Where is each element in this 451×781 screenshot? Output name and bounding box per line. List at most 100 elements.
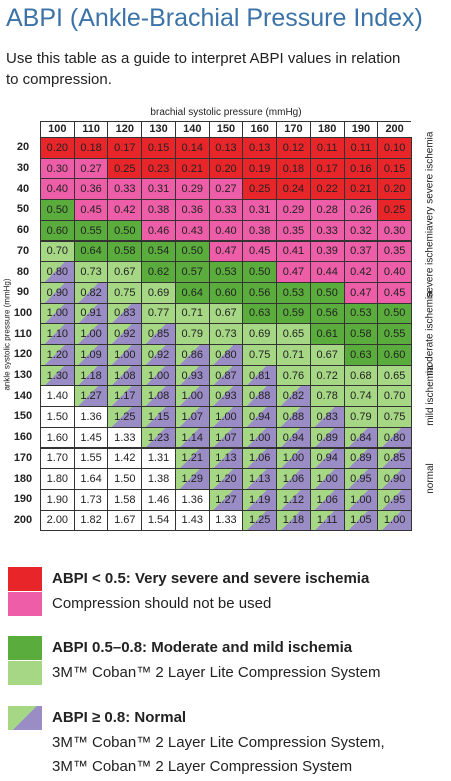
zone-label: severe ischemia [413,220,447,303]
legend-swatch [8,706,42,730]
abpi-cell: 0.90 [377,468,412,490]
abpi-cell: 0.11 [343,137,379,159]
abpi-cell: 0.35 [276,219,311,242]
column-header: 170 [276,121,310,137]
zone-text: mild ischemia [424,365,436,427]
abpi-cell: 0.22 [309,178,345,201]
abpi-cell: 0.47 [276,261,311,283]
abpi-cell: 0.71 [276,344,311,366]
column-header: 150 [208,121,243,137]
abpi-cell: 0.94 [276,426,311,449]
abpi-cell: 0.13 [208,137,244,159]
abpi-cell: 1.00 [208,406,244,428]
abpi-cell: 0.57 [174,261,210,283]
row-label: 190 [13,493,33,506]
abpi-cell: 0.27 [73,157,109,180]
row-label: 170 [13,451,33,464]
column-header: 200 [377,121,411,137]
column-header: 100 [40,121,74,137]
abpi-cell: 0.17 [309,157,345,180]
abpi-cell: 0.67 [309,344,345,366]
abpi-cell: 0.70 [377,385,412,408]
abpi-cell: 0.24 [276,178,311,201]
abpi-cell: 1.06 [242,447,278,470]
abpi-cell: 0.88 [242,385,278,408]
abpi-cell: 1.54 [141,509,176,532]
abpi-cell: 0.50 [377,302,412,325]
abpi-cell: 0.40 [208,219,244,242]
row-label: 120 [13,348,33,361]
legend-text: Compression should not be used [52,594,272,612]
abpi-cell: 0.15 [141,137,176,159]
abpi-cell: 0.60 [40,219,75,242]
abpi-cell: 1.82 [73,509,109,532]
abpi-cell: 0.95 [377,488,412,511]
column-header: 180 [309,121,344,137]
abpi-cell: 0.82 [73,281,109,304]
abpi-cell: 1.07 [208,426,244,449]
abpi-cell: 0.33 [208,199,244,221]
abpi-cell: 0.80 [377,426,412,449]
abpi-cell: 0.25 [377,199,412,221]
abpi-cell: 0.90 [40,281,75,304]
abpi-cell: 0.73 [73,261,109,283]
row-label: 40 [16,182,30,195]
abpi-cell: 0.39 [309,240,345,263]
abpi-cell: 0.74 [343,385,379,408]
abpi-cell: 0.42 [107,199,143,221]
abpi-cell: 1.43 [174,509,210,532]
zone-text: normal [424,463,436,494]
row-label: 110 [14,327,32,340]
abpi-cell: 0.12 [276,137,311,159]
abpi-cell: 0.33 [309,219,345,242]
row-label: 100 [13,306,33,319]
abpi-cell: 0.80 [40,261,75,283]
abpi-cell: 1.27 [73,385,109,408]
abpi-cell: 0.55 [73,219,109,242]
abpi-cell: 1.55 [73,447,109,470]
abpi-cell: 1.09 [73,344,109,366]
legend-swatch [8,660,42,685]
abpi-cell: 1.06 [309,488,345,511]
abpi-cell: 1.33 [107,426,143,449]
abpi-cell: 1.46 [141,488,176,511]
column-header: 190 [343,121,378,137]
abpi-cell: 0.55 [377,323,412,345]
abpi-cell: 0.56 [309,302,345,325]
abpi-cell: 1.13 [208,447,244,470]
abpi-cell: 0.64 [174,281,210,304]
abpi-cell: 0.31 [242,199,278,221]
abpi-cell: 1.67 [107,509,143,532]
abpi-cell: 1.42 [107,447,143,470]
abpi-cell: 1.20 [40,344,75,366]
abpi-cell: 0.94 [242,406,278,428]
row-label: 140 [13,389,33,402]
abpi-cell: 0.77 [141,302,176,325]
abpi-cell: 0.69 [141,281,176,304]
abpi-cell: 1.08 [141,385,176,408]
abpi-cell: 1.23 [141,426,176,449]
abpi-cell: 0.93 [174,364,210,387]
column-header: 130 [141,121,175,137]
title: ABPI (Ankle-Brachial Pressure Index) [6,4,423,32]
abpi-cell: 1.15 [141,406,176,428]
abpi-cell: 0.25 [107,157,143,180]
row-label: 180 [13,472,33,485]
abpi-cell: 0.75 [377,406,412,428]
abpi-cell: 0.45 [73,199,109,221]
abpi-cell: 0.33 [107,178,143,201]
abpi-cell: 1.36 [73,406,109,428]
row-label: 160 [13,431,33,444]
abpi-cell: 0.41 [276,240,311,263]
abpi-cell: 1.64 [73,468,109,490]
abpi-cell: 0.50 [107,219,143,242]
abpi-cell: 1.70 [40,447,75,470]
abpi-cell: 0.64 [73,240,109,263]
abpi-cell: 0.47 [208,240,244,263]
abpi-cell: 1.80 [40,468,75,490]
abpi-cell: 0.50 [174,240,210,263]
abpi-cell: 0.54 [141,240,176,263]
abpi-cell: 1.73 [73,488,109,511]
abpi-cell: 0.38 [141,199,176,221]
abpi-cell: 1.25 [107,406,143,428]
